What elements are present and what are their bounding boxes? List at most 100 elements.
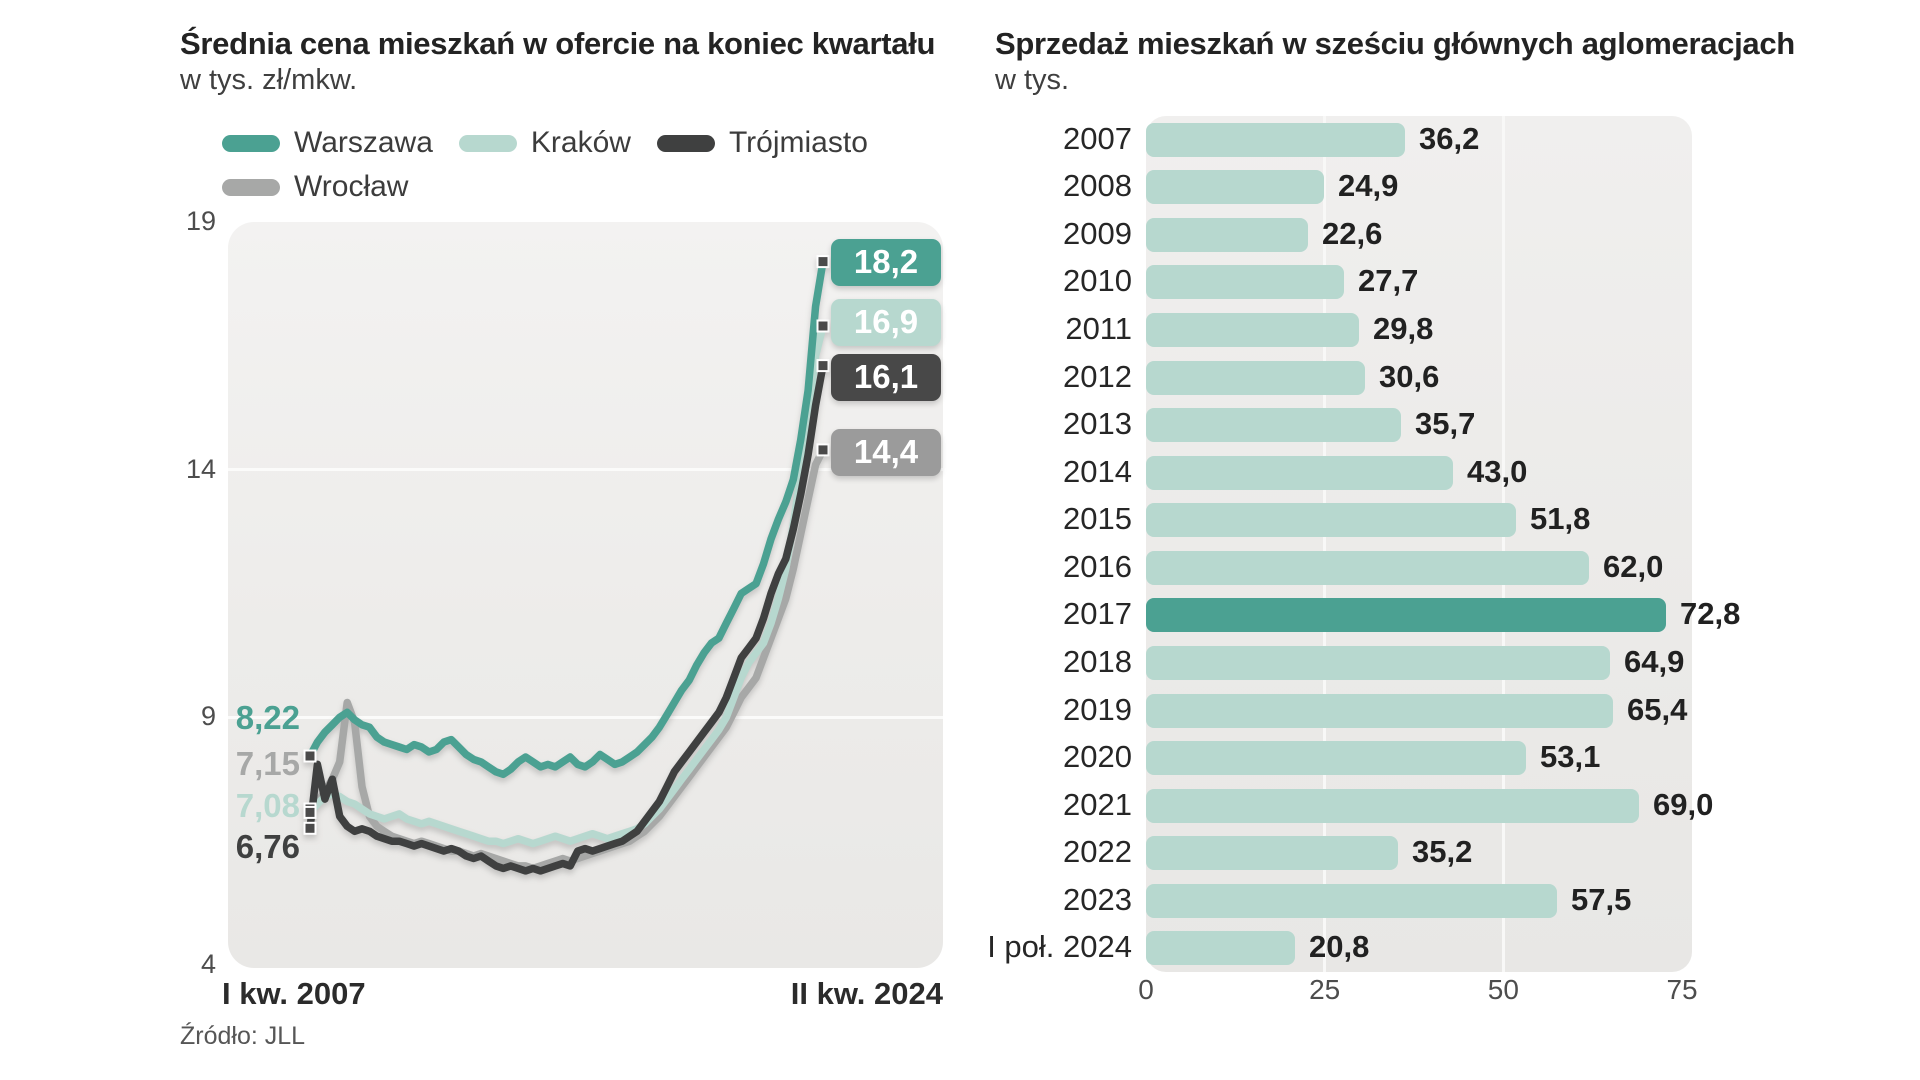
bar-value-label: 57,5 (1571, 881, 1632, 917)
bar-2010 (1146, 265, 1344, 300)
bar-2023 (1146, 883, 1557, 918)
x-axis-start-label: I kw. 2007 (222, 976, 366, 1011)
start-value-label-trójmiasto: 6,76 (235, 828, 300, 865)
bar-year-label: 2011 (1065, 311, 1132, 347)
legend-label: Warszawa (294, 126, 433, 159)
bar-value-label: 69,0 (1653, 786, 1714, 822)
legend-swatch-icon (222, 134, 280, 152)
bar-2011 (1146, 313, 1359, 348)
series-endpoint-marker (303, 821, 317, 835)
bar-year-label: 2007 (1063, 120, 1132, 156)
legend-label: Wrocław (294, 170, 409, 203)
end-value-badge-wrocław: 14,4 (831, 428, 941, 476)
price-line-trójmiasto (306, 361, 827, 875)
bar-2022 (1146, 836, 1398, 871)
bar-value-label: 30,6 (1379, 358, 1440, 394)
legend-item-wrocław: Wrocław (222, 170, 408, 204)
right-chart-title: Sprzedaż mieszkań w sześciu głównych agl… (995, 26, 1795, 61)
bar-value-label: 36,2 (1419, 120, 1480, 156)
right-chart-subtitle: w tys. (995, 64, 1070, 96)
price-line-warszawa (306, 257, 827, 779)
x-axis-tick: 25 (1309, 974, 1341, 1005)
bar-value-label: 35,2 (1412, 834, 1473, 870)
x-axis-end-label: II kw. 2024 (790, 976, 943, 1011)
bar-year-label: 2013 (1063, 406, 1132, 442)
bar-year-label: 2023 (1063, 881, 1132, 917)
source-note: Źródło: JLL (180, 1022, 306, 1050)
legend-item-warszawa: Warszawa (222, 126, 433, 160)
x-axis-tick: 75 (1666, 974, 1698, 1005)
bar-2014 (1146, 455, 1453, 490)
bar-value-label: 64,9 (1624, 643, 1685, 679)
price-lines-svg (303, 255, 830, 875)
horizontal-gridline (228, 468, 943, 472)
legend-swatch-icon (656, 134, 715, 152)
bar-year-label: 2014 (1063, 453, 1132, 489)
end-value-badge-warszawa: 18,2 (831, 238, 941, 286)
bar-year-label: 2008 (1063, 168, 1132, 204)
series-endpoint-marker (816, 443, 830, 457)
bar-2019 (1146, 693, 1613, 728)
y-axis-tick: 14 (185, 453, 216, 484)
bar-2008 (1146, 170, 1324, 205)
left-chart-title: Średnia cena mieszkań w ofercie na konie… (180, 26, 936, 61)
bar-2013 (1146, 408, 1401, 443)
price-line-wrocław (306, 446, 827, 873)
bar-year-label: 2012 (1063, 358, 1132, 394)
bar-2017 (1146, 598, 1666, 633)
bar-value-label: 27,7 (1358, 263, 1419, 299)
bar-year-label: 2018 (1063, 643, 1132, 679)
bar-2016 (1146, 550, 1589, 585)
left-plot-area (228, 222, 943, 968)
start-value-label-wrocław: 7,15 (235, 745, 300, 782)
bar-year-label: 2021 (1063, 786, 1132, 822)
y-axis-tick: 4 (200, 948, 216, 979)
bar-value-label: 24,9 (1338, 168, 1399, 204)
bar-value-label: 72,8 (1680, 596, 1741, 632)
bar-year-label: 2022 (1063, 834, 1132, 870)
legend-swatch-icon (458, 134, 517, 152)
end-value-badge-trójmiasto: 16,1 (831, 353, 941, 401)
bar-year-label: I poł. 2024 (987, 929, 1132, 965)
y-axis-tick: 9 (200, 701, 216, 732)
bar-value-label: 65,4 (1627, 691, 1688, 727)
bar-2009 (1146, 217, 1308, 252)
bar-2021 (1146, 788, 1639, 823)
bar-2018 (1146, 645, 1610, 680)
bar-value-label: 62,0 (1603, 548, 1664, 584)
bar-2012 (1146, 360, 1365, 395)
series-endpoint-marker (816, 319, 830, 333)
bar-2015 (1146, 503, 1516, 538)
series-endpoint-marker (816, 359, 830, 373)
bar-value-label: 35,7 (1415, 406, 1476, 442)
left-chart-subtitle: w tys. zł/mkw. (180, 64, 358, 96)
bar-year-label: 2017 (1063, 596, 1132, 632)
bar-2007 (1146, 122, 1405, 157)
bar-year-label: 2010 (1063, 263, 1132, 299)
bar-2020 (1146, 741, 1526, 776)
series-endpoint-marker (303, 805, 317, 819)
bar-value-label: 20,8 (1309, 929, 1370, 965)
legend-swatch-icon (222, 178, 280, 196)
legend-label: Kraków (530, 126, 631, 159)
x-axis-tick: 50 (1487, 974, 1519, 1005)
series-endpoint-marker (303, 749, 317, 763)
bar-year-label: 2020 (1063, 739, 1132, 775)
bar-year-label: 2019 (1063, 691, 1132, 727)
bar-value-label: 22,6 (1322, 215, 1383, 251)
price-line-kraków (306, 322, 827, 848)
bar-year-label: 2016 (1063, 548, 1132, 584)
bar-value-label: 29,8 (1373, 311, 1434, 347)
start-value-label-kraków: 7,08 (235, 787, 300, 824)
bar-value-label: 53,1 (1540, 739, 1601, 775)
start-value-label-warszawa: 8,22 (235, 699, 300, 736)
legend-label: Trójmiasto (728, 126, 868, 159)
bar-value-label: 51,8 (1530, 501, 1591, 537)
y-axis-tick: 19 (185, 206, 216, 236)
legend-item-trójmiasto: Trójmiasto (656, 126, 868, 160)
vertical-gridline (1501, 116, 1505, 972)
bar-year-label: 2009 (1063, 215, 1132, 251)
legend-item-kraków: Kraków (458, 126, 631, 160)
bar-i-po-2024 (1146, 931, 1295, 966)
